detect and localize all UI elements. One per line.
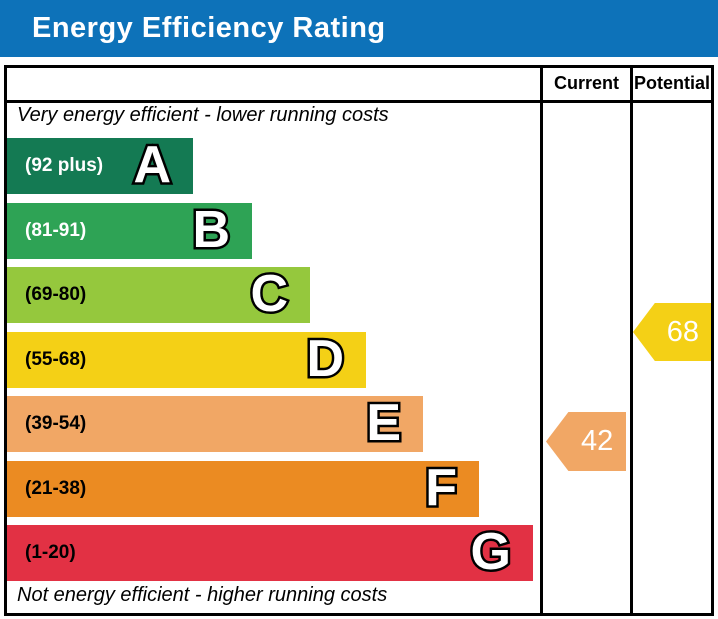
band-letter-outline: C bbox=[248, 265, 291, 324]
rating-table: Current Potential Very energy efficient … bbox=[4, 65, 714, 616]
band-letter-text: F bbox=[425, 459, 457, 517]
band-letter-outline: G bbox=[468, 523, 514, 582]
band-range-label: (1-20) bbox=[25, 542, 76, 563]
band-row-G: (1-20) G G bbox=[7, 523, 533, 582]
band-row-D: (55-68) D D bbox=[7, 330, 366, 389]
band-range-label: (81-91) bbox=[25, 220, 87, 241]
top-note: Very energy efficient - lower running co… bbox=[17, 104, 389, 126]
chart-title-bar: Energy Efficiency Rating bbox=[0, 0, 718, 57]
band-letter-text: E bbox=[366, 394, 401, 452]
band-letter-text: D bbox=[306, 330, 344, 388]
band-letter-outline: B bbox=[190, 201, 233, 260]
potential-column-header: Potential bbox=[633, 73, 710, 93]
band-letter-outline: D bbox=[304, 330, 347, 389]
band-letter-outline: E bbox=[364, 394, 404, 453]
band-row-A: (92 plus) A A bbox=[7, 136, 193, 195]
potential-column-divider bbox=[630, 68, 633, 613]
band-row-E: (39-54) E E bbox=[7, 394, 423, 453]
band-range-label: (92 plus) bbox=[25, 155, 104, 176]
band-range-label: (55-68) bbox=[25, 349, 87, 370]
header-row-divider bbox=[7, 100, 711, 103]
band-row-B: (81-91) B B bbox=[7, 201, 252, 260]
band-letter-text: C bbox=[250, 265, 288, 323]
band-range-label: (69-80) bbox=[25, 284, 87, 305]
bottom-note: Not energy efficient - higher running co… bbox=[17, 584, 388, 606]
band-range-label: (39-54) bbox=[25, 413, 87, 434]
potential-rating-value: 68 bbox=[666, 315, 700, 348]
potential-rating-arrow: 68 bbox=[633, 303, 711, 361]
band-letter-text: B bbox=[192, 201, 230, 259]
current-column-header: Current bbox=[553, 73, 619, 93]
band-letter-text: A bbox=[133, 136, 171, 194]
current-rating-value: 42 bbox=[581, 425, 614, 457]
chart-title: Energy Efficiency Rating bbox=[32, 12, 386, 44]
band-row-F: (21-38) F F bbox=[7, 459, 479, 518]
current-column-divider bbox=[540, 68, 543, 613]
current-rating-arrow: 42 bbox=[546, 412, 626, 471]
band-letter-outline: F bbox=[423, 459, 460, 518]
band-letter-outline: A bbox=[131, 136, 174, 195]
band-range-label: (21-38) bbox=[25, 478, 87, 499]
band-letter-text: G bbox=[470, 523, 511, 581]
band-row-C: (69-80) C C bbox=[7, 265, 310, 324]
